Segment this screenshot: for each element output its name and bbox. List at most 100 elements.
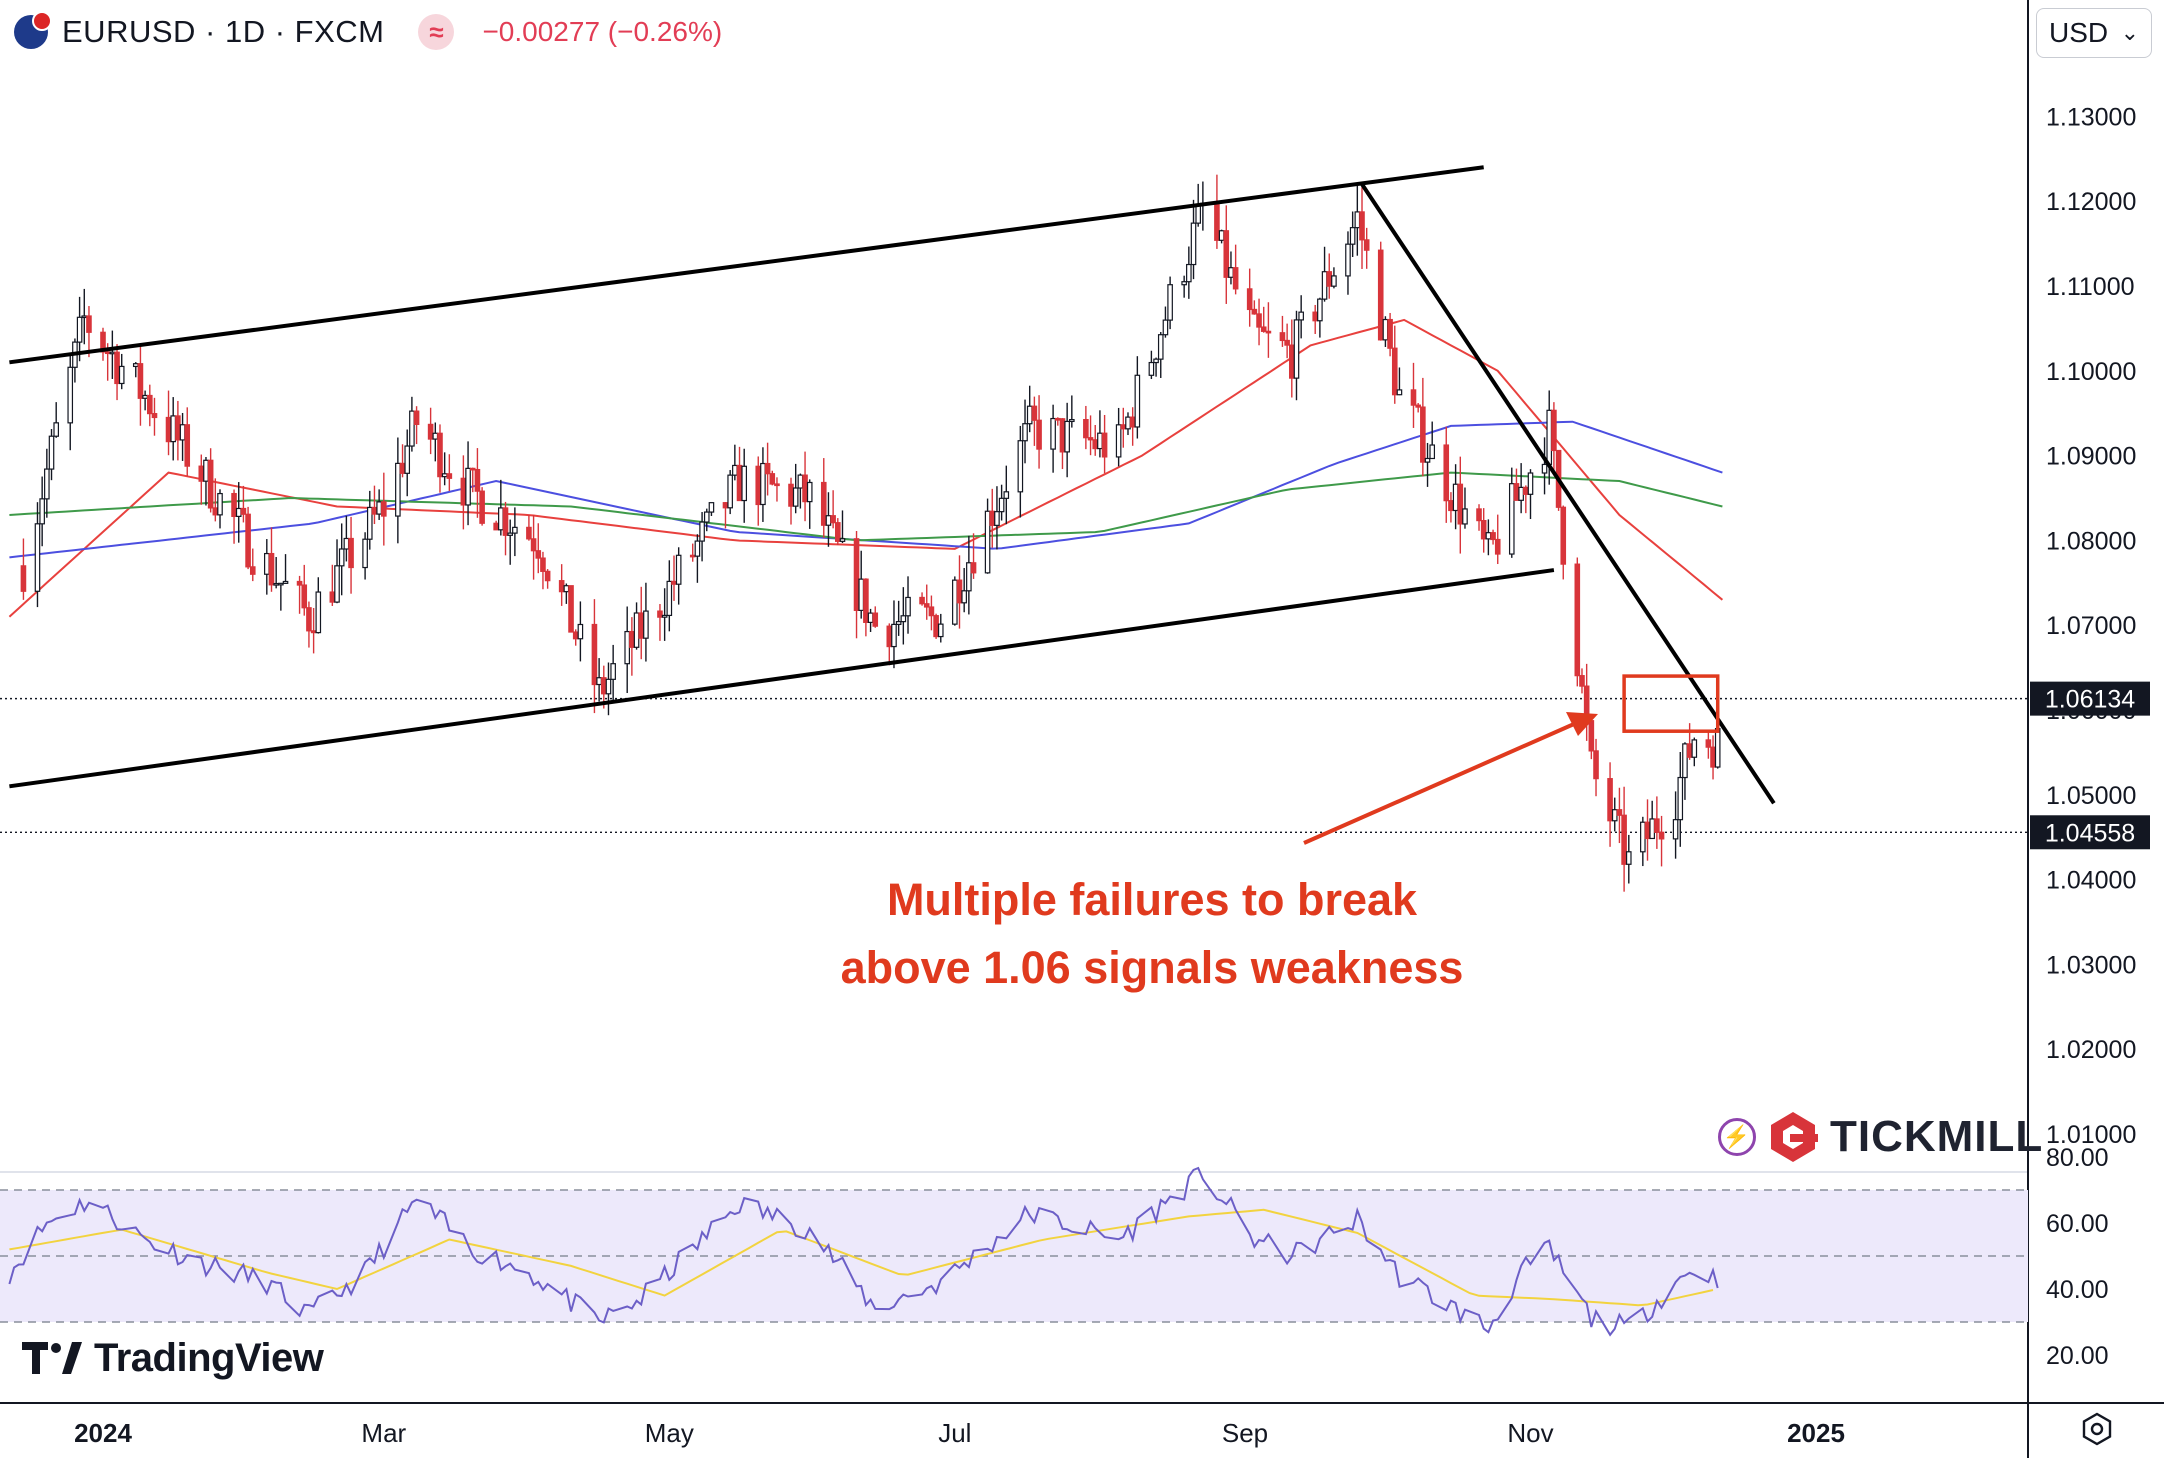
candle-body [998, 497, 1005, 513]
candle-body [109, 351, 116, 355]
candle-body [479, 490, 485, 524]
settings-gear-icon[interactable] [2080, 1412, 2114, 1446]
candle-body [273, 582, 279, 586]
trendline-downtrend[interactable] [1360, 183, 1776, 805]
candle-body [1059, 418, 1066, 453]
candle-body [1377, 249, 1384, 341]
tradingview-watermark: TradingView [22, 1336, 324, 1381]
bolt-icon: ⚡ [1718, 1118, 1756, 1156]
candle-body [1387, 318, 1393, 349]
candle-body [362, 538, 368, 569]
candle-body [1162, 319, 1169, 336]
candle-body [989, 510, 996, 526]
candle-body [1284, 339, 1290, 346]
candle-body [937, 623, 944, 638]
candle-body [413, 410, 420, 425]
candle-body [1115, 424, 1122, 458]
candle-body [395, 462, 401, 517]
annotation-arrow[interactable] [1303, 722, 1575, 845]
candle-body [1190, 222, 1197, 266]
chevron-down-icon: ⌄ [2120, 20, 2139, 45]
candle-body [132, 363, 139, 368]
price-level-label: 1.04558 [2045, 819, 2135, 847]
candle-body [249, 566, 256, 575]
candle-body [198, 465, 205, 482]
resistance-box[interactable] [1622, 674, 1720, 733]
candle-body [530, 538, 537, 552]
candle-body [544, 570, 551, 582]
trendline-channel-upper[interactable] [9, 165, 1484, 365]
candle-body [1087, 437, 1094, 441]
candle-body [708, 502, 715, 513]
candle-body [984, 510, 991, 574]
candle-body [961, 590, 967, 604]
currency-select[interactable]: USD ⌄ [2036, 8, 2152, 58]
candle-body [114, 351, 120, 385]
candle-body [441, 473, 448, 478]
candle-body [760, 462, 766, 506]
candle-body [1391, 347, 1398, 396]
candle-body [245, 513, 251, 568]
candle-body [282, 580, 289, 584]
price-change: −0.00277 (−0.26%) [482, 16, 723, 47]
candle-body [1420, 406, 1426, 463]
candle-body [568, 585, 574, 633]
candle-body [376, 501, 382, 515]
candle-body [905, 596, 911, 617]
symbol-title[interactable]: EURUSD · 1D · FXCM [62, 14, 385, 49]
candle-body [1677, 776, 1684, 821]
candle-body [1232, 267, 1239, 290]
candle-body [137, 363, 144, 399]
candle-body [1312, 311, 1319, 322]
candle-body [1480, 519, 1487, 540]
candle-body [629, 630, 635, 648]
candle-body [343, 537, 350, 550]
candle-body [858, 578, 865, 611]
candle-body [118, 365, 125, 385]
candle-body [1714, 727, 1721, 768]
candle-body [1457, 483, 1464, 525]
candle-body [1157, 334, 1164, 360]
candle-body [278, 582, 284, 586]
price-level-label: 1.06134 [2045, 686, 2135, 714]
candle-body [741, 465, 748, 502]
time-tick-label: Sep [1222, 1418, 1268, 1448]
tickmill-watermark: ⚡ TICKMILL [1718, 1110, 2043, 1164]
candle-body [675, 554, 682, 585]
moving-average-line [9, 471, 1723, 542]
candle-body [591, 623, 598, 686]
candle-body [1541, 463, 1548, 474]
candle-body [643, 610, 649, 639]
candle-body [170, 415, 177, 443]
trendline-channel-lower[interactable] [9, 568, 1555, 789]
time-tick-label: Nov [1507, 1418, 1553, 1448]
candle-body [774, 483, 780, 487]
candle-body [404, 445, 411, 474]
candle-body [512, 526, 518, 534]
candle-body [526, 526, 532, 540]
candle-body [1326, 271, 1333, 287]
candle-body [886, 625, 893, 648]
eu-us-flag-icon [14, 11, 52, 49]
candle-body [1153, 358, 1159, 364]
candle-body [86, 315, 92, 333]
candle-body [1293, 319, 1300, 379]
candle-body [970, 562, 977, 574]
candle-body [1031, 405, 1038, 421]
candle-body [1574, 563, 1581, 677]
rsi-line [8, 1166, 1719, 1337]
tradingview-logo-icon [22, 1341, 82, 1374]
price-tick-label: 1.13000 [2046, 103, 2136, 131]
candle-body [764, 462, 771, 475]
price-level-badge [2030, 815, 2150, 850]
candle-body [1223, 230, 1230, 278]
candle-body [1396, 389, 1403, 396]
candle-body [1551, 409, 1557, 452]
candle-body [694, 540, 701, 557]
candle-body [563, 585, 570, 593]
candle-body [310, 630, 317, 634]
candle-body [1017, 440, 1024, 493]
candle-body [1640, 821, 1646, 853]
